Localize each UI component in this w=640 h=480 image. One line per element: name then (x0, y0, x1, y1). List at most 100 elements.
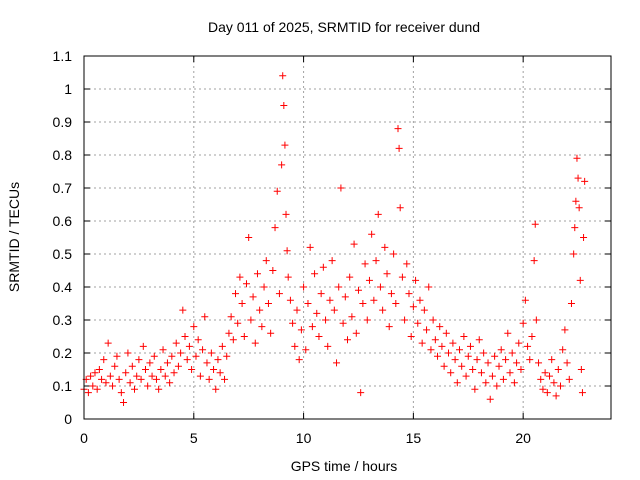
data-point (379, 306, 387, 314)
data-point (225, 329, 233, 337)
data-point (541, 369, 549, 377)
data-point (139, 342, 147, 350)
data-point (297, 326, 305, 334)
data-point (561, 326, 569, 334)
data-point (172, 339, 180, 347)
data-point (91, 369, 99, 377)
data-point (370, 296, 378, 304)
data-point (335, 283, 343, 291)
y-tick-label: 0.3 (53, 312, 73, 328)
data-point (163, 359, 171, 367)
data-point (580, 234, 588, 241)
data-point (227, 313, 235, 321)
data-point (354, 286, 362, 294)
data-point (284, 273, 292, 281)
data-point (98, 375, 106, 383)
data-point (157, 366, 165, 373)
data-point (392, 300, 400, 307)
data-point (434, 352, 442, 360)
data-point (281, 141, 289, 149)
data-point (486, 395, 494, 403)
data-point (286, 296, 294, 304)
data-point (381, 243, 389, 251)
data-point (543, 389, 551, 397)
data-point (445, 349, 453, 357)
data-point (502, 356, 510, 364)
chart-title: Day 011 of 2025, SRMTID for receiver dun… (208, 19, 480, 35)
data-point (203, 359, 211, 367)
y-tick-label: 1 (64, 81, 72, 97)
data-point (181, 333, 189, 340)
data-point (532, 316, 540, 324)
grid-lines (84, 56, 611, 419)
data-point (218, 342, 226, 350)
data-point (111, 362, 119, 370)
data-point (106, 372, 114, 380)
data-point (537, 375, 545, 383)
data-point (304, 300, 312, 307)
data-point (438, 342, 446, 350)
data-point (528, 333, 536, 340)
data-point (374, 210, 382, 218)
data-point (442, 329, 450, 337)
data-point (405, 290, 413, 298)
data-point (137, 375, 145, 383)
data-point (131, 385, 139, 393)
data-point (313, 309, 321, 317)
data-point (192, 352, 200, 360)
data-point (407, 333, 415, 340)
data-point (155, 385, 163, 393)
data-point (427, 346, 435, 354)
y-axis-label: SRMTID / TECUs (6, 182, 22, 292)
data-point (212, 385, 220, 393)
data-point (515, 339, 523, 347)
data-point (495, 362, 503, 370)
data-point (113, 352, 121, 360)
data-point (539, 385, 547, 393)
data-point (414, 319, 422, 327)
y-tick-label: 0.9 (53, 114, 73, 130)
data-point (546, 372, 554, 380)
data-point (87, 372, 95, 380)
data-point (376, 283, 384, 291)
data-point (552, 392, 560, 400)
data-point (475, 336, 483, 344)
y-tick-label: 1.1 (53, 48, 73, 64)
data-point (565, 375, 573, 383)
data-point (572, 197, 580, 205)
data-point (455, 346, 463, 354)
data-point (488, 372, 496, 380)
data-point (423, 326, 431, 334)
data-point (179, 306, 187, 314)
data-point (135, 356, 143, 364)
data-point (521, 296, 529, 304)
data-point (574, 174, 582, 182)
data-point (575, 204, 583, 212)
data-point (258, 323, 266, 331)
data-point (124, 349, 132, 357)
data-point (214, 356, 222, 364)
data-point (504, 329, 512, 337)
data-point (368, 230, 376, 238)
data-point (431, 336, 439, 344)
data-point (221, 375, 229, 383)
data-point (229, 336, 237, 344)
data-point (210, 366, 218, 373)
data-point (473, 356, 481, 364)
data-point (372, 257, 380, 265)
data-point (477, 369, 485, 377)
data-point (418, 339, 426, 347)
data-point (469, 366, 477, 373)
data-point (570, 250, 578, 258)
data-point (330, 306, 338, 314)
data-point (267, 329, 275, 337)
data-point (315, 333, 323, 340)
data-point (508, 349, 516, 357)
data-point (293, 306, 301, 314)
data-point (464, 352, 472, 360)
data-point (289, 319, 297, 327)
data-point (363, 316, 371, 324)
data-point (326, 296, 334, 304)
data-point (190, 323, 198, 331)
data-point (104, 339, 112, 347)
